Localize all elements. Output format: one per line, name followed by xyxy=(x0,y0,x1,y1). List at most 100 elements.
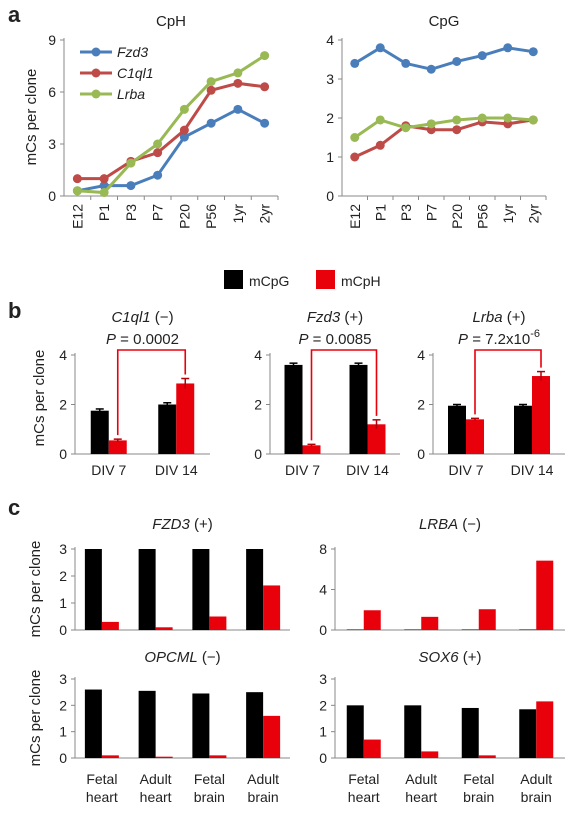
y-tick-label: 2 xyxy=(59,568,67,584)
y-tick-label: 1 xyxy=(326,149,334,165)
bar-mcpg xyxy=(346,629,364,630)
gene-name: Fzd3 xyxy=(307,309,341,326)
gene-state: (+) xyxy=(459,649,482,666)
bar-mcpg xyxy=(346,705,364,758)
data-point-fzd3 xyxy=(153,170,163,180)
gene-state: (−) xyxy=(458,516,481,533)
gene-name: C1ql1 xyxy=(111,309,150,326)
x-tick-label: DIV 7 xyxy=(91,462,126,478)
data-point-c1ql1 xyxy=(72,174,82,184)
x-tick-label: Adult xyxy=(405,771,437,787)
y-tick-label: 2 xyxy=(254,397,262,413)
y-tick-label: 4 xyxy=(326,32,334,48)
bar-mcpg xyxy=(192,549,210,630)
y-tick-label: 9 xyxy=(48,32,56,48)
x-tick-label: brain xyxy=(194,789,225,805)
chart-title: CpH xyxy=(156,13,186,30)
bar-mcph xyxy=(363,739,381,758)
x-tick-label: Adult xyxy=(520,771,552,787)
bar-mcpg xyxy=(246,549,264,630)
p-symbol: P xyxy=(106,331,116,348)
x-tick-label: DIV 14 xyxy=(155,462,198,478)
series-line-lrba xyxy=(77,54,266,195)
chart-title: Lrba (+) xyxy=(473,309,526,326)
bar-mcph xyxy=(532,376,550,454)
legend-swatch xyxy=(316,270,335,289)
gene-state: (+) xyxy=(503,309,526,326)
x-tick-label: DIV 7 xyxy=(448,462,483,478)
x-tick-label: P56 xyxy=(203,204,219,229)
data-point-lrba xyxy=(477,113,487,123)
x-tick-label: 2yr xyxy=(257,204,273,224)
y-tick-label: 0 xyxy=(48,188,56,204)
y-tick-label: 3 xyxy=(48,136,56,152)
bar-mcph xyxy=(209,616,227,630)
bar-mcpg xyxy=(90,410,109,454)
y-tick-label: 3 xyxy=(326,71,334,87)
y-tick-label: 4 xyxy=(254,347,262,363)
chart-c-lrba: 0 4 8 LRBA (−) xyxy=(319,516,565,638)
p-number: = 0.0002 xyxy=(116,331,179,348)
data-point-lrba xyxy=(179,104,189,114)
bar-mcpg xyxy=(519,709,537,758)
y-tick-label: 0 xyxy=(254,446,262,462)
chart-b-c1ql1: 0 2 4 DIV 7 DIV 14 C1ql1 (−) P = 0.0002 xyxy=(59,309,210,478)
legend-label: C1ql1 xyxy=(117,65,154,81)
data-point-lrba xyxy=(452,115,462,125)
chart-c-opcml: 0 1 2 3 Fetal heart Adult heart Fetal brain Adult b… xyxy=(59,649,290,805)
bar-mcpg xyxy=(404,629,422,630)
data-point-lrba xyxy=(72,186,82,196)
data-point-lrba xyxy=(126,158,136,168)
data-point-c1ql1 xyxy=(350,152,360,162)
p-value-label: P = 0.0002 xyxy=(106,331,179,348)
p-exponent: -6 xyxy=(530,328,540,340)
gene-name: FZD3 xyxy=(152,516,190,533)
p-number: = 7.2x10 xyxy=(468,331,530,348)
gene-state: (+) xyxy=(340,309,363,326)
bar-mcpg xyxy=(138,549,156,630)
bar-mcpg xyxy=(246,692,264,758)
y-tick-label: 0 xyxy=(319,750,327,766)
data-point-fzd3 xyxy=(375,43,385,53)
bar-mcph xyxy=(536,701,554,758)
data-point-lrba xyxy=(233,68,243,78)
bar-mcpg xyxy=(84,689,102,758)
data-point-lrba xyxy=(260,51,270,61)
data-point-c1ql1 xyxy=(179,125,189,135)
data-point-c1ql1 xyxy=(452,125,462,135)
bar-mcpg xyxy=(284,364,303,454)
x-tick-label: 1yr xyxy=(230,204,246,224)
y-tick-label: 3 xyxy=(319,671,327,687)
bar-mcph xyxy=(155,756,173,758)
data-point-lrba xyxy=(153,139,163,149)
data-point-fzd3 xyxy=(126,181,136,191)
gene-name: LRBA xyxy=(419,516,458,533)
y-tick-label: 4 xyxy=(59,347,67,363)
bar-mcpg xyxy=(461,629,479,630)
bar-mcph xyxy=(536,560,554,630)
bar-mcph xyxy=(478,609,496,630)
x-tick-label: P7 xyxy=(150,204,166,221)
x-tick-label: P20 xyxy=(449,204,465,229)
chart-title: C1ql1 (−) xyxy=(111,309,173,326)
bar-mcph xyxy=(478,755,496,758)
data-point-c1ql1 xyxy=(260,82,270,92)
y-tick-label: 2 xyxy=(417,397,425,413)
data-point-fzd3 xyxy=(503,43,513,53)
gene-name: SOX6 xyxy=(419,649,460,666)
legend-label: Lrba xyxy=(117,86,145,102)
gene-state: (−) xyxy=(198,649,221,666)
panel-label-a: a xyxy=(8,2,21,27)
gene-name: Lrba xyxy=(473,309,503,326)
bar-mcpg xyxy=(404,705,422,758)
chart-title: Fzd3 (+) xyxy=(307,309,363,326)
x-tick-label: heart xyxy=(140,789,172,805)
y-tick-label: 4 xyxy=(417,347,425,363)
x-tick-label: Fetal xyxy=(86,771,117,787)
legend-marker xyxy=(91,47,101,57)
data-point-fzd3 xyxy=(401,58,411,68)
significance-bracket xyxy=(310,349,378,441)
bar-mcph xyxy=(176,383,195,454)
data-point-fzd3 xyxy=(233,104,243,114)
